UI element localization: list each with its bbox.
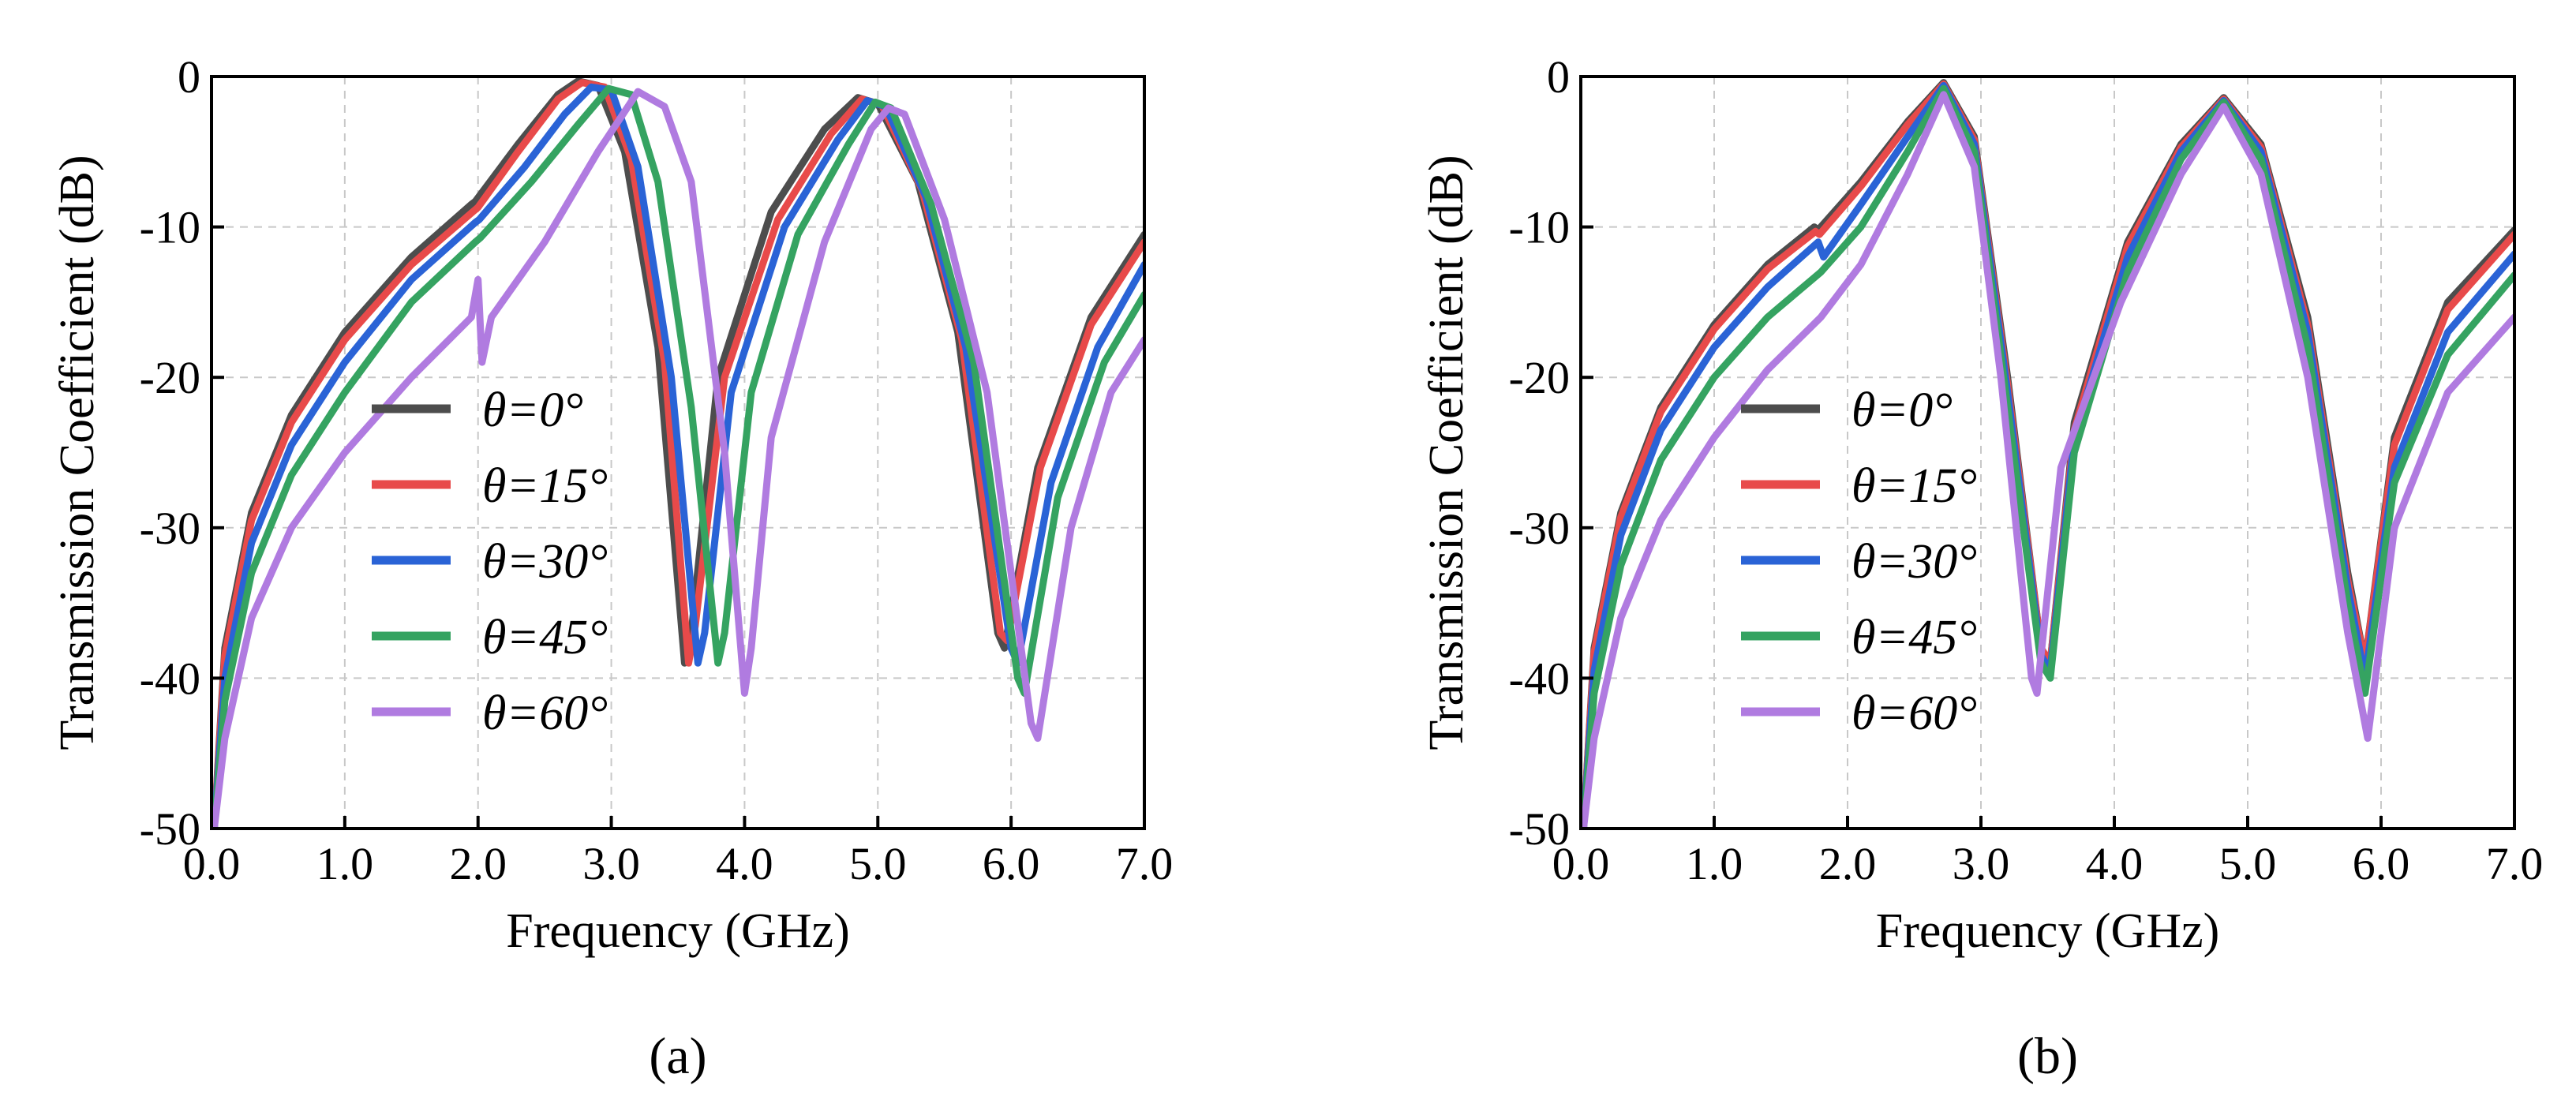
y-tick-label: -40 <box>140 653 200 704</box>
x-tick-label: 7.0 <box>2486 838 2544 889</box>
legend-label: θ=30° <box>1852 535 1977 589</box>
x-tick-label: 0.0 <box>183 838 241 889</box>
series-line-theta30 <box>212 83 1144 829</box>
y-tick-label: 0 <box>178 51 200 103</box>
legend-label: θ=15° <box>1852 459 1977 513</box>
panel-label: (a) <box>649 1027 706 1085</box>
x-tick-label: 5.0 <box>849 838 907 889</box>
x-tick-label: 4.0 <box>716 838 773 889</box>
x-tick-label: 1.0 <box>1686 838 1743 889</box>
legend-label: θ=60° <box>482 687 608 740</box>
panel-label: (b) <box>2017 1027 2078 1085</box>
y-tick-label: -10 <box>1509 202 1570 253</box>
series-line-theta60 <box>212 88 1144 829</box>
y-tick-label: 0 <box>1547 51 1570 103</box>
x-tick-label: 2.0 <box>1819 838 1877 889</box>
legend-label: θ=15° <box>482 459 608 513</box>
legend-label: θ=0° <box>482 384 583 437</box>
series-line-theta60 <box>1581 91 2514 829</box>
x-tick-label: 6.0 <box>2353 838 2410 889</box>
y-tick-label: -30 <box>1509 503 1570 554</box>
x-axis-label: Frequency (GHz) <box>1876 904 2220 958</box>
x-axis-label: Frequency (GHz) <box>506 904 850 958</box>
y-tick-label: -40 <box>1509 653 1570 704</box>
y-tick-label: -30 <box>140 503 200 554</box>
x-tick-label: 4.0 <box>2086 838 2144 889</box>
panel-b: 0.0 1.0 2.0 3.0 4.0 5.0 6.0 7.0 0 -10 -20 -30 -40 -50… <box>1420 51 2543 1085</box>
x-tick-label: 2.0 <box>449 838 507 889</box>
x-tick-label: 3.0 <box>582 838 640 889</box>
series-line-theta45 <box>212 84 1144 829</box>
x-tick-label: 3.0 <box>1953 838 2010 889</box>
legend-label: θ=60° <box>1852 687 1977 740</box>
legend-label: θ=45° <box>1852 611 1977 664</box>
plot-frame <box>1579 75 2516 830</box>
y-tick-label: -50 <box>1509 803 1570 855</box>
y-axis-label: Transmission Coefficient (dB) <box>51 155 104 750</box>
x-tick-label: 7.0 <box>1116 838 1174 889</box>
series-line-theta15 <box>212 79 1144 829</box>
plot-frame <box>210 75 1146 830</box>
x-tick-label: 6.0 <box>983 838 1040 889</box>
panel-a: 0.0 1.0 2.0 3.0 4.0 5.0 6.0 7.0 0 -10 -20 -30 -40 -50… <box>51 51 1173 1085</box>
x-tick-label: 1.0 <box>316 838 374 889</box>
legend-label: θ=45° <box>482 611 608 664</box>
series-group <box>212 77 1144 829</box>
x-tick-label: 5.0 <box>2219 838 2277 889</box>
y-axis-label: Transmission Coefficient (dB) <box>1420 155 1473 750</box>
series-line-theta45 <box>1581 84 2514 829</box>
y-tick-label: -10 <box>140 202 200 253</box>
series-line-theta30 <box>1581 81 2514 829</box>
legend-label: θ=30° <box>482 535 608 589</box>
x-tick-label: 0.0 <box>1552 838 1610 889</box>
y-tick-label: -20 <box>140 352 200 403</box>
y-tick-label: -50 <box>140 803 200 855</box>
series-group <box>1581 79 2514 829</box>
legend-label: θ=0° <box>1852 384 1953 437</box>
y-tick-label: -20 <box>1509 352 1570 403</box>
series-line-theta0 <box>1581 79 2514 829</box>
series-line-theta15 <box>1581 80 2514 829</box>
